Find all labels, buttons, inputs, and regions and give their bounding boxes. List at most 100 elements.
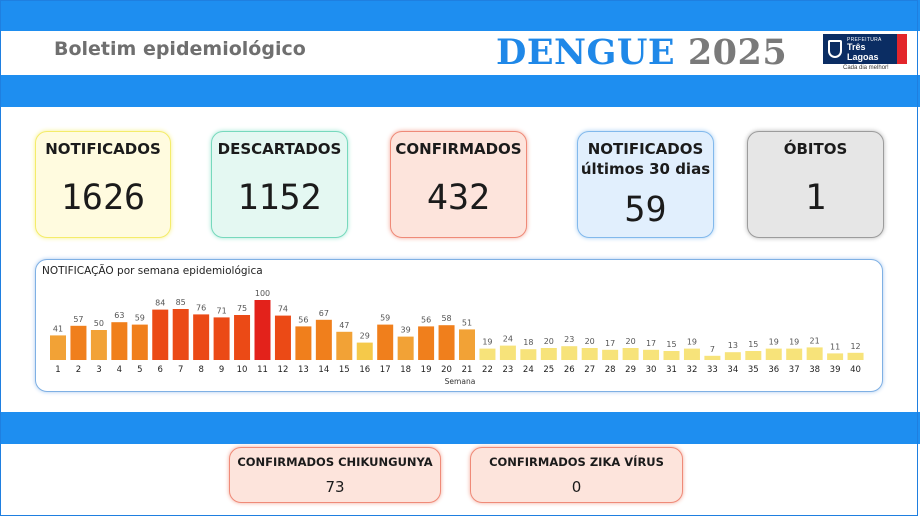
card-notificados-30-label-line2: últimos 30 dias (580, 160, 711, 178)
x-tick-label: 36 (768, 365, 779, 375)
bar-value-label: 17 (646, 339, 656, 348)
bar-week-38 (806, 347, 823, 360)
bar-week-40 (847, 352, 864, 360)
x-tick-label: 30 (646, 365, 657, 375)
bar-value-label: 20 (585, 337, 595, 346)
bar-value-label: 76 (196, 303, 206, 312)
bar-week-37 (786, 348, 803, 360)
bar-week-10 (234, 315, 251, 360)
bar-value-label: 29 (360, 332, 370, 341)
logo-slogan: Cada dia melhor! (843, 65, 889, 71)
x-tick-label: 32 (687, 365, 698, 375)
bar-value-label: 24 (503, 335, 513, 344)
bar-week-6 (152, 309, 169, 360)
x-tick-label: 14 (318, 365, 329, 375)
card-descartados-value: 1152 (237, 178, 322, 218)
bar-value-label: 19 (769, 338, 779, 347)
bar-week-36 (765, 348, 782, 360)
x-tick-label: 29 (625, 365, 636, 375)
x-tick-label: 3 (96, 365, 101, 375)
bar-week-19 (418, 326, 435, 360)
x-tick-label: 28 (605, 365, 616, 375)
middle-divider-band (0, 412, 920, 444)
logo-prefix: PREFEITURA (847, 37, 882, 43)
bar-value-label: 20 (544, 337, 554, 346)
bar-value-label: 56 (298, 315, 308, 324)
card-confirmados-label: CONFIRMADOS (395, 140, 522, 158)
bar-value-label: 19 (789, 338, 799, 347)
bar-value-label: 63 (114, 311, 124, 320)
x-tick-label: 9 (219, 365, 224, 375)
card-descartados: DESCARTADOS 1152 (211, 131, 348, 238)
x-tick-label: 40 (850, 365, 861, 375)
bar-value-label: 12 (850, 342, 860, 351)
bar-week-18 (397, 336, 414, 360)
card-confirmados-value: 432 (426, 178, 491, 218)
bar-week-33 (704, 355, 721, 360)
card-notificados: NOTIFICADOS 1626 (35, 131, 171, 238)
card-notificados-30-label-line1: NOTIFICADOS (587, 140, 704, 158)
dengue-title: DENGUE 2025 (496, 32, 787, 73)
card-obitos: ÓBITOS 1 (747, 131, 884, 238)
bar-week-21 (459, 329, 475, 360)
card-confirmados: CONFIRMADOS 432 (390, 131, 527, 238)
bar-value-label: 21 (810, 336, 820, 345)
x-tick-label: 31 (666, 365, 677, 375)
bar-value-label: 74 (278, 305, 288, 314)
dengue-year: 2025 (687, 32, 788, 73)
bar-value-label: 15 (748, 340, 758, 349)
card-obitos-label: ÓBITOS (783, 140, 848, 158)
x-tick-label: 2 (76, 365, 81, 375)
bar-week-15 (336, 331, 353, 360)
logo-background (823, 34, 903, 64)
bar-week-9 (213, 317, 230, 360)
card-zika-value: 0 (571, 478, 582, 496)
bar-week-1 (50, 335, 66, 360)
top-banner (0, 0, 920, 31)
x-tick-label: 1 (55, 365, 60, 375)
bar-week-13 (295, 326, 312, 360)
x-tick-label: 21 (462, 365, 473, 375)
bar-value-label: 85 (176, 298, 186, 307)
card-zika: CONFIRMADOS ZIKA VÍRUS 0 (470, 447, 683, 503)
x-tick-label: 16 (359, 365, 370, 375)
bar-week-29 (622, 348, 639, 360)
bar-value-label: 19 (687, 338, 697, 347)
dengue-word: DENGUE (496, 32, 676, 73)
bar-week-5 (131, 324, 148, 360)
bar-week-11 (254, 300, 271, 360)
x-tick-label: 10 (237, 365, 248, 375)
logo-name-line1: Três (847, 42, 866, 52)
bar-value-label: 67 (319, 309, 329, 318)
bar-week-14 (315, 319, 332, 360)
bar-week-3 (90, 330, 107, 360)
bar-week-2 (70, 325, 87, 360)
x-axis-label: Semana (445, 377, 476, 386)
bar-value-label: 47 (339, 321, 349, 330)
page-title: Boletim epidemiológico (54, 38, 306, 60)
card-chikungunya: CONFIRMADOS CHIKUNGUNYA 73 (229, 447, 441, 503)
bar-week-32 (683, 348, 700, 360)
bar-value-label: 56 (421, 315, 431, 324)
x-tick-label: 15 (339, 365, 350, 375)
x-tick-label: 6 (158, 365, 163, 375)
bar-week-26 (561, 346, 578, 360)
bar-value-label: 51 (462, 318, 472, 327)
bar-value-label: 84 (155, 299, 165, 308)
x-tick-label: 25 (543, 365, 554, 375)
bar-value-label: 41 (53, 324, 63, 333)
bar-week-30 (643, 349, 660, 360)
bar-value-label: 100 (255, 289, 270, 298)
bar-week-24 (520, 349, 537, 360)
card-notificados-30-dias: NOTIFICADOS últimos 30 dias 59 (577, 131, 714, 238)
bar-week-35 (745, 351, 762, 360)
x-tick-label: 20 (441, 365, 452, 375)
bar-week-25 (540, 348, 557, 360)
bar-week-34 (724, 352, 741, 360)
bar-value-label: 15 (666, 340, 676, 349)
x-tick-label: 35 (748, 365, 759, 375)
bar-value-label: 59 (135, 314, 145, 323)
bar-value-label: 7 (710, 345, 715, 354)
x-tick-label: 4 (117, 365, 122, 375)
x-tick-label: 27 (584, 365, 595, 375)
